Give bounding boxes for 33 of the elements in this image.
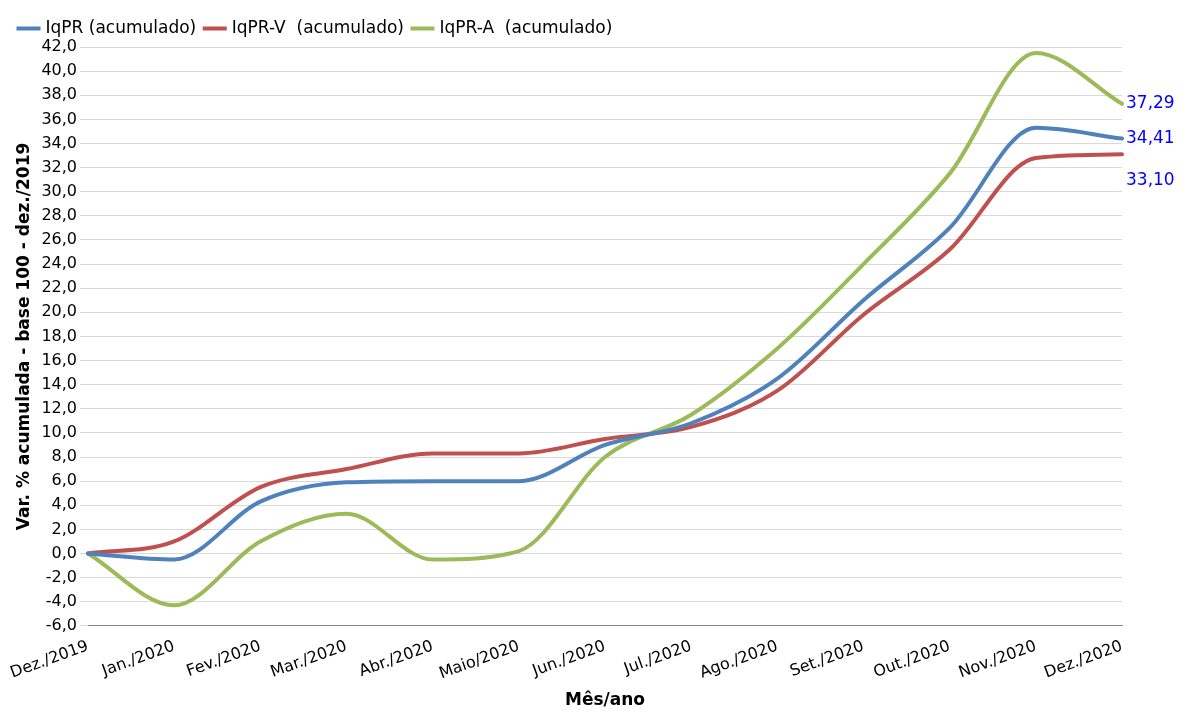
y-tick-label: 14,0 [41,373,78,393]
y-tick-label: 24,0 [41,253,78,273]
y-tick-label: -2,0 [45,566,78,586]
y-tick-label: 22,0 [41,277,78,297]
x-axis-title: Mês/ano [565,689,646,710]
y-tick-label: -6,0 [45,615,78,634]
data-label: 37,29 [1126,92,1175,113]
y-tick-label: 12,0 [41,397,78,417]
y-tick-label: -4,0 [45,590,78,610]
y-tick-label: 38,0 [41,84,78,104]
y-tick-label: 0,0 [51,542,78,562]
legend-label: IqPR (acumulado) [45,16,197,37]
y-tick-label: 40,0 [41,60,78,80]
y-tick-label: 36,0 [41,108,78,128]
y-tick-label: 8,0 [51,446,78,466]
y-tick-label: 30,0 [41,180,78,200]
y-tick-label: 20,0 [41,301,78,321]
y-tick-label: 10,0 [41,422,78,442]
y-axis-title: Var. % acumulada - base 100 - dez./2019 [12,142,33,531]
y-tick-label: 42,0 [41,36,78,56]
y-tick-label: 4,0 [51,494,78,514]
y-tick-label: 6,0 [51,470,78,490]
legend-label: IqPR-A (acumulado) [439,16,613,37]
y-tick-label: 34,0 [41,132,78,152]
y-tick-label: 32,0 [41,156,78,176]
y-tick-label: 18,0 [41,325,78,345]
y-tick-label: 16,0 [41,349,78,369]
data-label: 33,10 [1126,168,1175,189]
y-tick-label: 2,0 [51,518,78,538]
y-tick-label: 26,0 [41,229,78,249]
y-tick-label: 28,0 [41,204,78,224]
data-label: 34,41 [1126,126,1175,147]
legend-label: IqPR-V (acumulado) [231,16,404,37]
